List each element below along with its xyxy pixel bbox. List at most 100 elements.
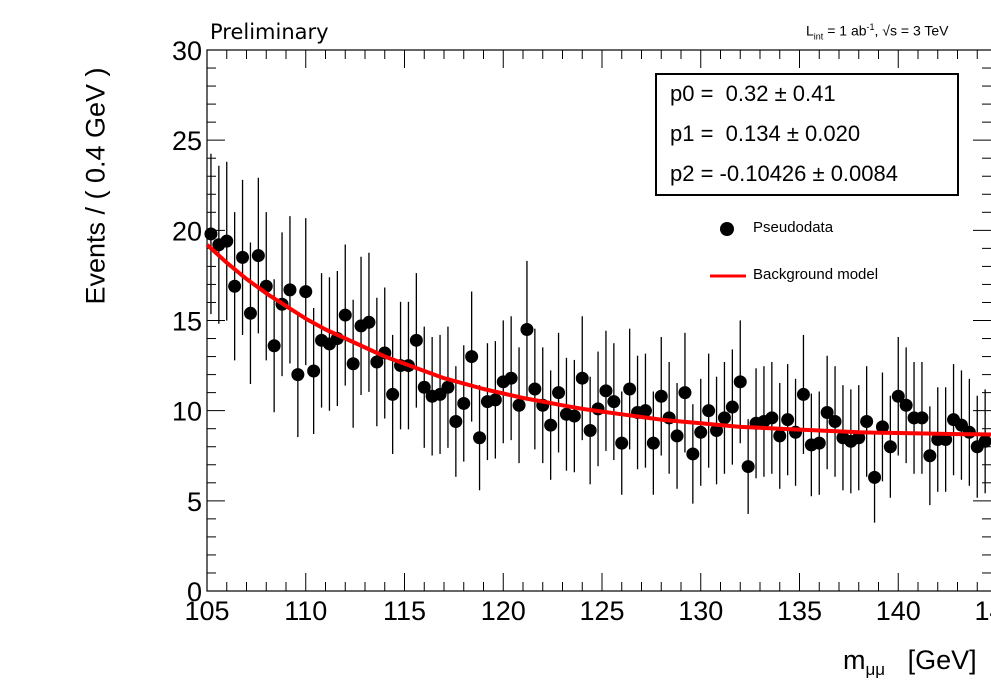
data-point bbox=[504, 371, 518, 385]
data-point bbox=[694, 425, 708, 439]
lumi-equals: = 1 ab bbox=[823, 22, 867, 39]
data-point bbox=[409, 333, 423, 347]
data-point bbox=[243, 306, 257, 320]
preliminary-label: Preliminary bbox=[210, 20, 329, 44]
data-point bbox=[891, 389, 905, 403]
x-tick-label: 135 bbox=[777, 596, 822, 626]
data-point bbox=[283, 283, 297, 297]
x-tick-label: 105 bbox=[184, 596, 229, 626]
x-tick-label: 125 bbox=[579, 596, 624, 626]
data-point bbox=[852, 431, 866, 445]
data-point bbox=[654, 389, 668, 403]
lumi-subscript: int bbox=[813, 31, 824, 42]
data-point bbox=[236, 250, 250, 264]
data-point bbox=[978, 434, 991, 448]
data-point bbox=[338, 308, 352, 322]
lumi-superscript: -1 bbox=[866, 22, 875, 32]
data-point bbox=[220, 234, 234, 248]
background-model-curve bbox=[205, 243, 991, 437]
data-point bbox=[725, 400, 739, 414]
legend-item-pseudodata: Pseudodata bbox=[708, 216, 968, 240]
legend-label-background: Background model bbox=[753, 266, 879, 283]
data-point bbox=[615, 436, 629, 450]
y-tick-label: 15 bbox=[172, 307, 202, 337]
data-point bbox=[939, 433, 953, 447]
data-point bbox=[583, 424, 597, 438]
x-tick-label: 145 bbox=[974, 596, 991, 626]
data-point bbox=[623, 382, 637, 396]
data-point bbox=[307, 364, 321, 378]
data-point bbox=[346, 357, 360, 371]
data-point bbox=[441, 380, 455, 394]
data-point bbox=[488, 393, 502, 407]
x-axis-subscript: μμ bbox=[865, 660, 886, 679]
data-point bbox=[512, 398, 526, 412]
data-point bbox=[251, 249, 265, 263]
data-point bbox=[796, 387, 810, 401]
data-point bbox=[386, 387, 400, 401]
data-point bbox=[828, 414, 842, 428]
data-point bbox=[899, 398, 913, 412]
data-point bbox=[465, 350, 479, 364]
legend-marker-pseudodata bbox=[720, 222, 734, 236]
data-point bbox=[528, 382, 542, 396]
data-point bbox=[883, 440, 897, 454]
data-point bbox=[567, 409, 581, 423]
data-point bbox=[741, 460, 755, 474]
x-axis-label: mμμ [GeV] bbox=[843, 645, 977, 679]
fit-stats-box: p0 = 0.32 ± 0.41 p1 = 0.134 ± 0.020 p2 =… bbox=[655, 73, 959, 196]
data-point bbox=[773, 429, 787, 443]
data-point bbox=[646, 436, 660, 450]
data-point bbox=[575, 371, 589, 385]
data-point bbox=[702, 404, 716, 418]
data-point bbox=[915, 411, 929, 425]
data-point bbox=[868, 470, 882, 484]
data-point bbox=[228, 279, 242, 293]
data-point bbox=[860, 414, 874, 428]
x-tick-label: 140 bbox=[876, 596, 921, 626]
data-point bbox=[520, 323, 534, 337]
y-tick-label: 10 bbox=[172, 397, 202, 427]
data-point bbox=[370, 355, 384, 369]
data-point bbox=[678, 386, 692, 400]
data-point bbox=[291, 368, 305, 382]
lumi-symbol: L bbox=[806, 22, 814, 39]
y-tick-label: 30 bbox=[172, 36, 202, 66]
data-point bbox=[686, 447, 700, 461]
data-point bbox=[670, 429, 684, 443]
x-axis-unit: [GeV] bbox=[907, 645, 977, 675]
x-axis-symbol: m bbox=[843, 645, 866, 675]
data-point bbox=[267, 339, 281, 353]
data-point bbox=[417, 380, 431, 394]
data-point bbox=[710, 424, 724, 438]
x-tick-label: 110 bbox=[284, 596, 327, 626]
data-point bbox=[599, 384, 613, 398]
y-tick-label: 25 bbox=[172, 126, 202, 156]
data-point bbox=[765, 411, 779, 425]
x-tick-label: 115 bbox=[383, 596, 426, 626]
data-point bbox=[812, 436, 826, 450]
legend-marker-background bbox=[710, 274, 746, 278]
data-point bbox=[299, 285, 313, 299]
data-point bbox=[544, 418, 558, 432]
legend-label-pseudodata: Pseudodata bbox=[753, 219, 834, 236]
x-tick-label: 130 bbox=[678, 596, 723, 626]
stat-p2: p2 = -0.10426 ± 0.0084 bbox=[670, 161, 898, 186]
data-point bbox=[204, 227, 218, 241]
y-tick-label: 0 bbox=[187, 577, 202, 607]
data-point bbox=[820, 405, 834, 419]
stat-p0: p0 = 0.32 ± 0.41 bbox=[670, 81, 836, 106]
legend: Pseudodata Background model bbox=[708, 216, 968, 296]
data-point bbox=[457, 396, 471, 410]
data-point bbox=[733, 375, 747, 389]
y-tick-label: 20 bbox=[172, 216, 202, 246]
data-point bbox=[362, 315, 376, 329]
data-point bbox=[638, 404, 652, 418]
data-point bbox=[607, 395, 621, 409]
y-tick-label: 5 bbox=[187, 487, 202, 517]
data-point bbox=[875, 420, 889, 434]
data-point bbox=[781, 413, 795, 427]
luminosity-label: Lint = 1 ab-1, √s = 3 TeV bbox=[806, 22, 949, 41]
